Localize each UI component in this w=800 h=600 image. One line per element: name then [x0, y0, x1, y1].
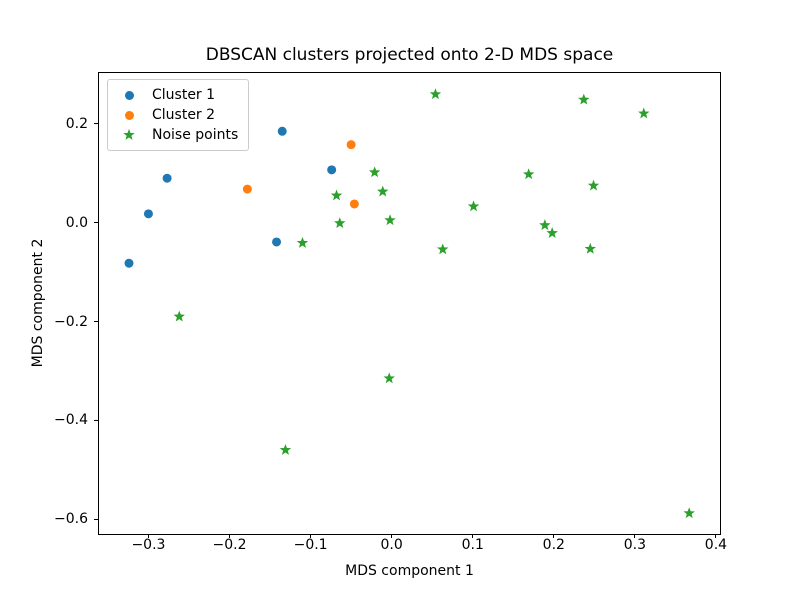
- legend-label: Cluster 2: [152, 107, 216, 123]
- data-point-noise-points: [377, 185, 389, 197]
- x-tick-label: −0.3: [131, 537, 166, 553]
- x-tick-label: 0.4: [704, 537, 728, 553]
- legend-label: Cluster 1: [152, 87, 216, 103]
- x-tick-mark: [391, 534, 393, 538]
- legend-entry-noise-points: Noise points: [116, 125, 238, 145]
- data-point-cluster-2: [242, 184, 252, 194]
- x-tick-mark: [472, 534, 474, 538]
- x-tick-label: 0.1: [461, 537, 484, 553]
- y-tick-mark: [94, 419, 98, 421]
- data-point-noise-points: [638, 107, 650, 119]
- data-point-noise-points: [584, 242, 596, 254]
- y-tick-label: −0.4: [54, 412, 88, 429]
- data-point-cluster-2: [346, 140, 356, 150]
- y-tick-label: 0.2: [65, 115, 88, 132]
- chart-title: DBSCAN clusters projected onto 2-D MDS s…: [205, 45, 614, 65]
- data-point-noise-points: [383, 372, 395, 384]
- data-point-noise-points: [330, 189, 343, 201]
- data-point-noise-points: [279, 444, 292, 455]
- data-point-cluster-1: [327, 165, 337, 175]
- legend-label: Noise points: [152, 127, 239, 143]
- x-tick-mark: [715, 534, 717, 538]
- x-tick-label: −0.2: [212, 537, 247, 553]
- data-point-noise-points: [578, 93, 590, 105]
- x-tick-label: 0.0: [380, 537, 403, 553]
- data-point-noise-points: [334, 217, 346, 229]
- x-tick-label: 0.2: [542, 537, 565, 553]
- x-tick-mark: [553, 534, 555, 538]
- data-point-noise-points: [296, 236, 309, 248]
- data-point-noise-points: [683, 507, 695, 519]
- data-point-noise-points: [429, 88, 442, 100]
- data-point-cluster-1: [124, 258, 134, 268]
- data-point-cluster-1: [277, 126, 287, 136]
- plot-area: Cluster 1 Cluster 2 Noise points: [98, 72, 721, 535]
- data-point-noise-points: [368, 166, 381, 178]
- data-point-cluster-1: [143, 209, 153, 219]
- x-tick-mark: [634, 534, 636, 538]
- circle-marker-icon: [116, 110, 142, 120]
- y-tick-mark: [94, 123, 98, 125]
- data-point-cluster-2: [349, 199, 359, 209]
- x-tick-label: −0.1: [293, 537, 328, 553]
- x-tick-mark: [229, 534, 231, 538]
- y-axis-label: MDS component 2: [30, 238, 46, 368]
- data-point-noise-points: [539, 219, 551, 231]
- x-tick-label: 0.3: [623, 537, 646, 553]
- data-point-cluster-1: [162, 173, 172, 183]
- data-point-noise-points: [522, 168, 535, 180]
- y-tick-mark: [94, 518, 98, 520]
- y-tick-label: 0.0: [65, 214, 88, 231]
- y-tick-label: −0.2: [54, 313, 88, 330]
- legend-entry-cluster-1: Cluster 1: [116, 85, 238, 105]
- circle-marker-icon: [116, 90, 142, 100]
- x-axis-label: MDS component 1: [345, 563, 474, 579]
- scatter-points-layer: [124, 88, 695, 519]
- legend: Cluster 1 Cluster 2 Noise points: [107, 79, 250, 151]
- y-tick-label: −0.6: [54, 511, 88, 528]
- data-point-noise-points: [546, 227, 558, 238]
- data-point-noise-points: [437, 243, 449, 255]
- star-marker-icon: [116, 128, 142, 142]
- legend-entry-cluster-2: Cluster 2: [116, 105, 238, 125]
- data-point-cluster-1: [272, 237, 282, 247]
- data-point-noise-points: [173, 310, 185, 322]
- data-point-noise-points: [467, 200, 480, 212]
- y-tick-mark: [94, 321, 98, 323]
- x-tick-mark: [310, 534, 312, 538]
- data-point-noise-points: [384, 214, 396, 226]
- data-point-noise-points: [587, 179, 600, 191]
- y-tick-mark: [94, 222, 98, 224]
- x-tick-mark: [147, 534, 149, 538]
